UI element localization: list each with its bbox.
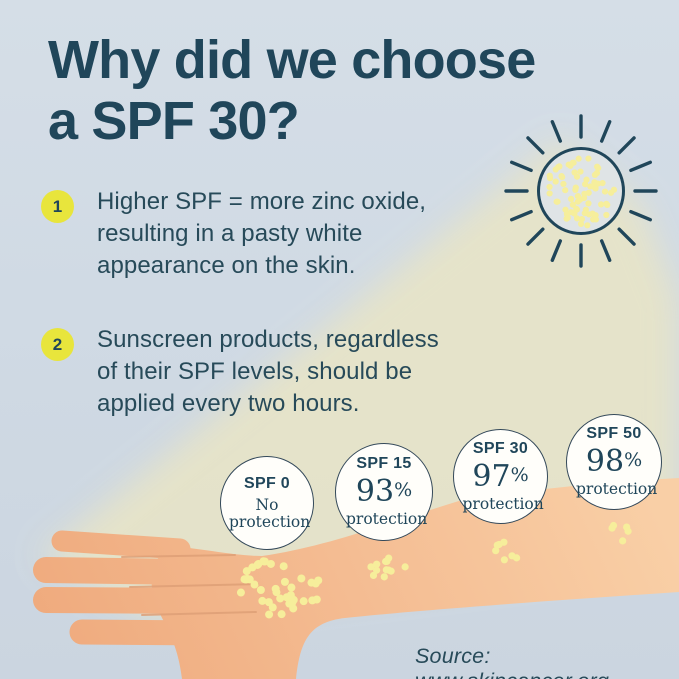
title-line-1: Why did we choose (48, 30, 536, 90)
spf-50-bubble: SPF 50 98% protection (566, 414, 662, 510)
point-1-line-2: resulting in a pasty white (97, 220, 363, 247)
point-1-number-badge: 1 (41, 190, 74, 223)
point-1-line-3: appearance on the skin. (97, 252, 356, 279)
point-1-line-1: Higher SPF = more zinc oxide, (97, 188, 427, 215)
uv-dots-on-skin (236, 521, 632, 619)
protection-text: protection (462, 494, 544, 513)
protection-percent: 93% (356, 474, 412, 508)
point-2-text: Sunscreen products, regardless of their … (97, 324, 439, 420)
finger (69, 619, 228, 646)
point-2-number-badge: 2 (41, 328, 74, 361)
page-title: Why did we choose a SPF 30? (48, 30, 536, 152)
spf-level-label: SPF 50 (586, 425, 642, 443)
protection-text: No protection (229, 495, 311, 531)
spf-0-bubble: SPF 0 No protection (220, 456, 314, 550)
percent-sign: % (510, 463, 529, 486)
spf-15-bubble: SPF 15 93% protection (335, 443, 433, 541)
finger-creases (121, 554, 259, 616)
point-2-line-1: Sunscreen products, regardless (97, 326, 439, 353)
finger (51, 530, 191, 560)
point-2-line-2: of their SPF levels, should be (97, 358, 413, 385)
finger (33, 557, 203, 585)
spf-level-label: SPF 30 (472, 439, 529, 457)
point-2-line-3: applied every two hours. (97, 390, 360, 417)
title-line-2: a SPF 30? (48, 91, 300, 151)
sun-rays (504, 114, 658, 268)
spf-level-label: SPF 0 (244, 474, 290, 492)
percent-sign: % (394, 479, 413, 502)
finger (33, 587, 218, 614)
protection-text: protection (576, 480, 658, 499)
percent-value: 93 (355, 474, 395, 510)
spf-30-bubble: SPF 30 97% protection (453, 429, 548, 524)
protection-text: protection (346, 510, 428, 529)
arm-illustration (33, 478, 679, 679)
protection-percent: 98% (586, 444, 642, 478)
percent-value: 97 (472, 458, 511, 494)
sun-zinc-dots (546, 155, 618, 229)
protection-percent: 97% (472, 459, 528, 493)
sun-icon (504, 114, 658, 268)
source-attribution: Source: www.skincancer.org (415, 644, 609, 679)
spf-level-label: SPF 15 (356, 455, 412, 473)
point-1-text: Higher SPF = more zinc oxide, resulting … (97, 186, 426, 282)
percent-value: 98 (585, 444, 625, 480)
percent-sign: % (624, 449, 643, 472)
